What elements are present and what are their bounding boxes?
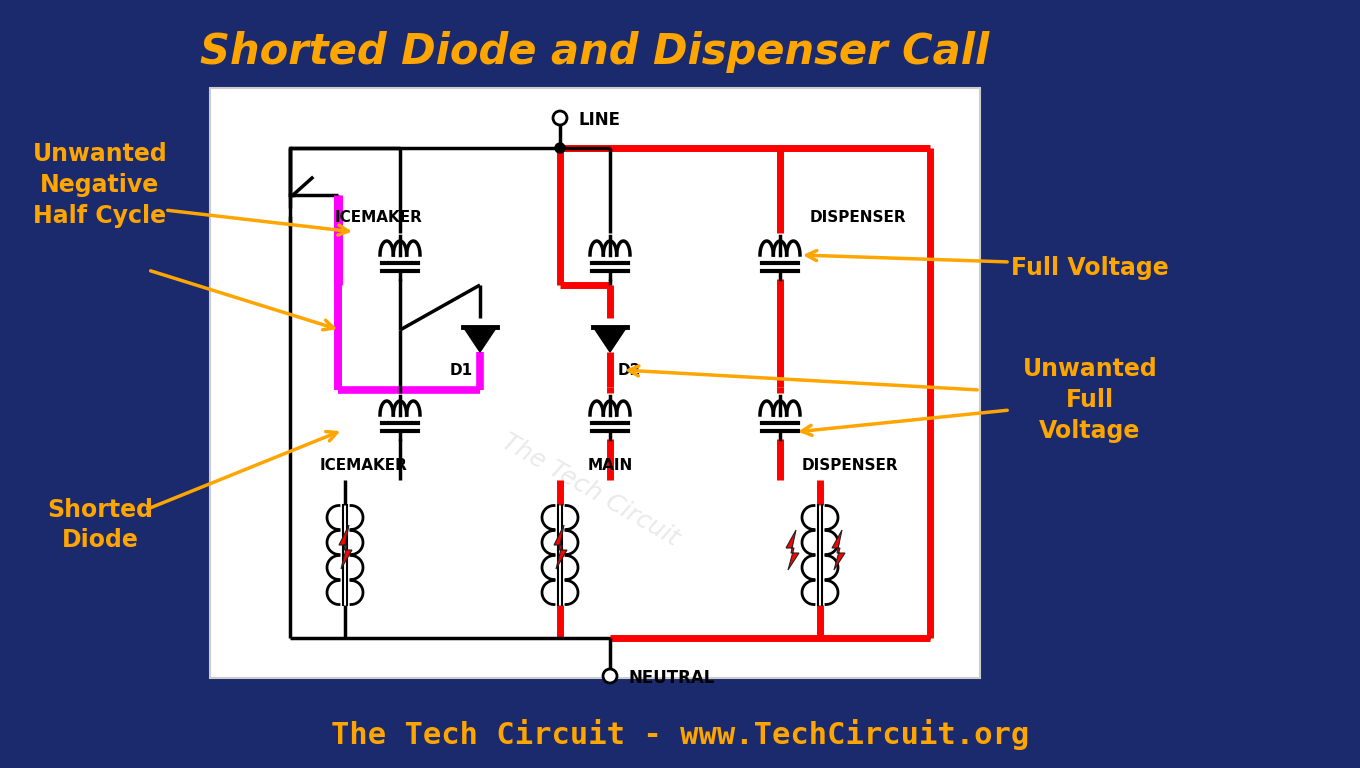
Text: Unwanted
Full
Voltage: Unwanted Full Voltage	[1023, 357, 1157, 442]
Text: NEUTRAL: NEUTRAL	[628, 669, 714, 687]
Polygon shape	[832, 530, 845, 570]
Circle shape	[602, 669, 617, 683]
Text: DISPENSER: DISPENSER	[811, 210, 907, 226]
Text: Unwanted
Negative
Half Cycle: Unwanted Negative Half Cycle	[33, 142, 167, 227]
Text: The Tech Circuit - www.TechCircuit.org: The Tech Circuit - www.TechCircuit.org	[330, 720, 1030, 750]
Text: Full Voltage: Full Voltage	[1010, 256, 1168, 280]
Polygon shape	[786, 530, 800, 570]
Polygon shape	[593, 326, 627, 352]
Text: Shorted
Diode: Shorted Diode	[48, 498, 152, 552]
Text: MAIN: MAIN	[588, 458, 634, 472]
Polygon shape	[339, 525, 352, 569]
Polygon shape	[462, 326, 496, 352]
Text: DISPENSER: DISPENSER	[802, 458, 899, 472]
Polygon shape	[554, 525, 567, 569]
Bar	[209, 88, 981, 678]
Text: ICEMAKER: ICEMAKER	[320, 458, 408, 472]
Circle shape	[554, 111, 567, 125]
Text: The Tech Circuit: The Tech Circuit	[496, 429, 683, 551]
Text: Shorted Diode and Dispenser Call: Shorted Diode and Dispenser Call	[200, 31, 990, 73]
Text: ICEMAKER: ICEMAKER	[335, 210, 423, 226]
Text: D1: D1	[450, 363, 473, 378]
Text: LINE: LINE	[578, 111, 620, 129]
Text: D2: D2	[617, 363, 642, 378]
Circle shape	[555, 143, 564, 153]
